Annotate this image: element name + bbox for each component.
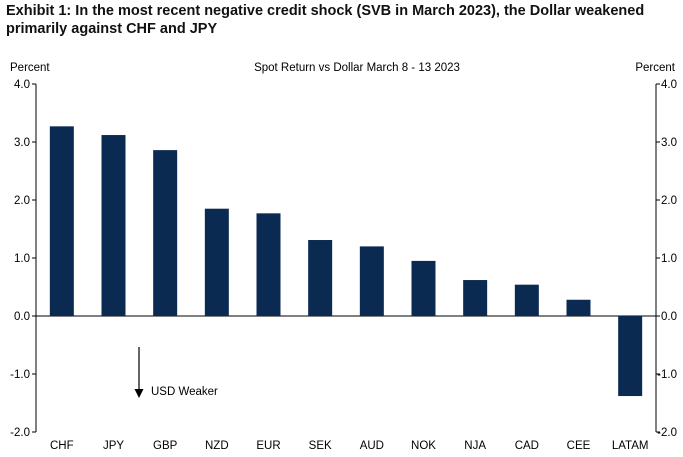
right-tick-label: 3.0 (661, 137, 677, 149)
bar-aud (359, 246, 384, 316)
plot-area: 4.0 4.0 3.0 3.0 2.0 2.0 1.0 1.0 0.0 0.0 -1.0 -1.0 -2… (10, 79, 677, 452)
bar-nzd (204, 208, 229, 316)
bar-latam (618, 316, 643, 397)
right-tick-label: 1.0 (661, 253, 677, 265)
category-label: NJA (464, 440, 486, 452)
bar-nja (463, 280, 488, 316)
left-tick-label: 0.0 (14, 311, 30, 323)
category-label: GBP (153, 440, 178, 452)
category-label: LATAM (612, 440, 649, 452)
left-tick-label: -1.0 (10, 369, 30, 381)
left-tick-label: 4.0 (14, 79, 30, 91)
category-label: NZD (205, 440, 229, 452)
bar-cee (566, 299, 591, 316)
usd-weaker-annotation: USD Weaker (151, 386, 218, 398)
category-label: CAD (515, 440, 539, 452)
right-axis-label: Percent (635, 62, 675, 74)
category-label: EUR (256, 440, 280, 452)
category-label: JPY (103, 440, 124, 452)
bar-jpy (101, 135, 126, 316)
left-tick-label: -2.0 (10, 427, 30, 439)
bar-chf (49, 126, 74, 316)
category-label: CEE (567, 440, 591, 452)
right-tick-label: 4.0 (661, 79, 677, 91)
bar-eur (256, 213, 281, 316)
bar-gbp (153, 150, 178, 316)
chart-title: Spot Return vs Dollar March 8 - 13 2023 (254, 62, 460, 74)
left-tick-label: 1.0 (14, 253, 30, 265)
category-label: AUD (360, 440, 384, 452)
bar-nok (411, 260, 436, 316)
left-tick-label: 2.0 (14, 195, 30, 207)
right-tick-label: 2.0 (661, 195, 677, 207)
bar-cad (514, 284, 539, 316)
right-tick-label: 0.0 (661, 311, 677, 323)
left-axis-label: Percent (10, 62, 50, 74)
bar-sek (308, 240, 333, 316)
down-arrow-icon (134, 389, 144, 398)
category-label: CHF (50, 440, 74, 452)
category-label: SEK (309, 440, 332, 452)
right-tick-label: -2.0 (657, 427, 677, 439)
category-label: NOK (411, 440, 436, 452)
left-tick-label: 3.0 (14, 137, 30, 149)
exhibit-title: Exhibit 1: In the most recent negative c… (6, 3, 645, 37)
right-tick-label: -1.0 (657, 369, 677, 381)
